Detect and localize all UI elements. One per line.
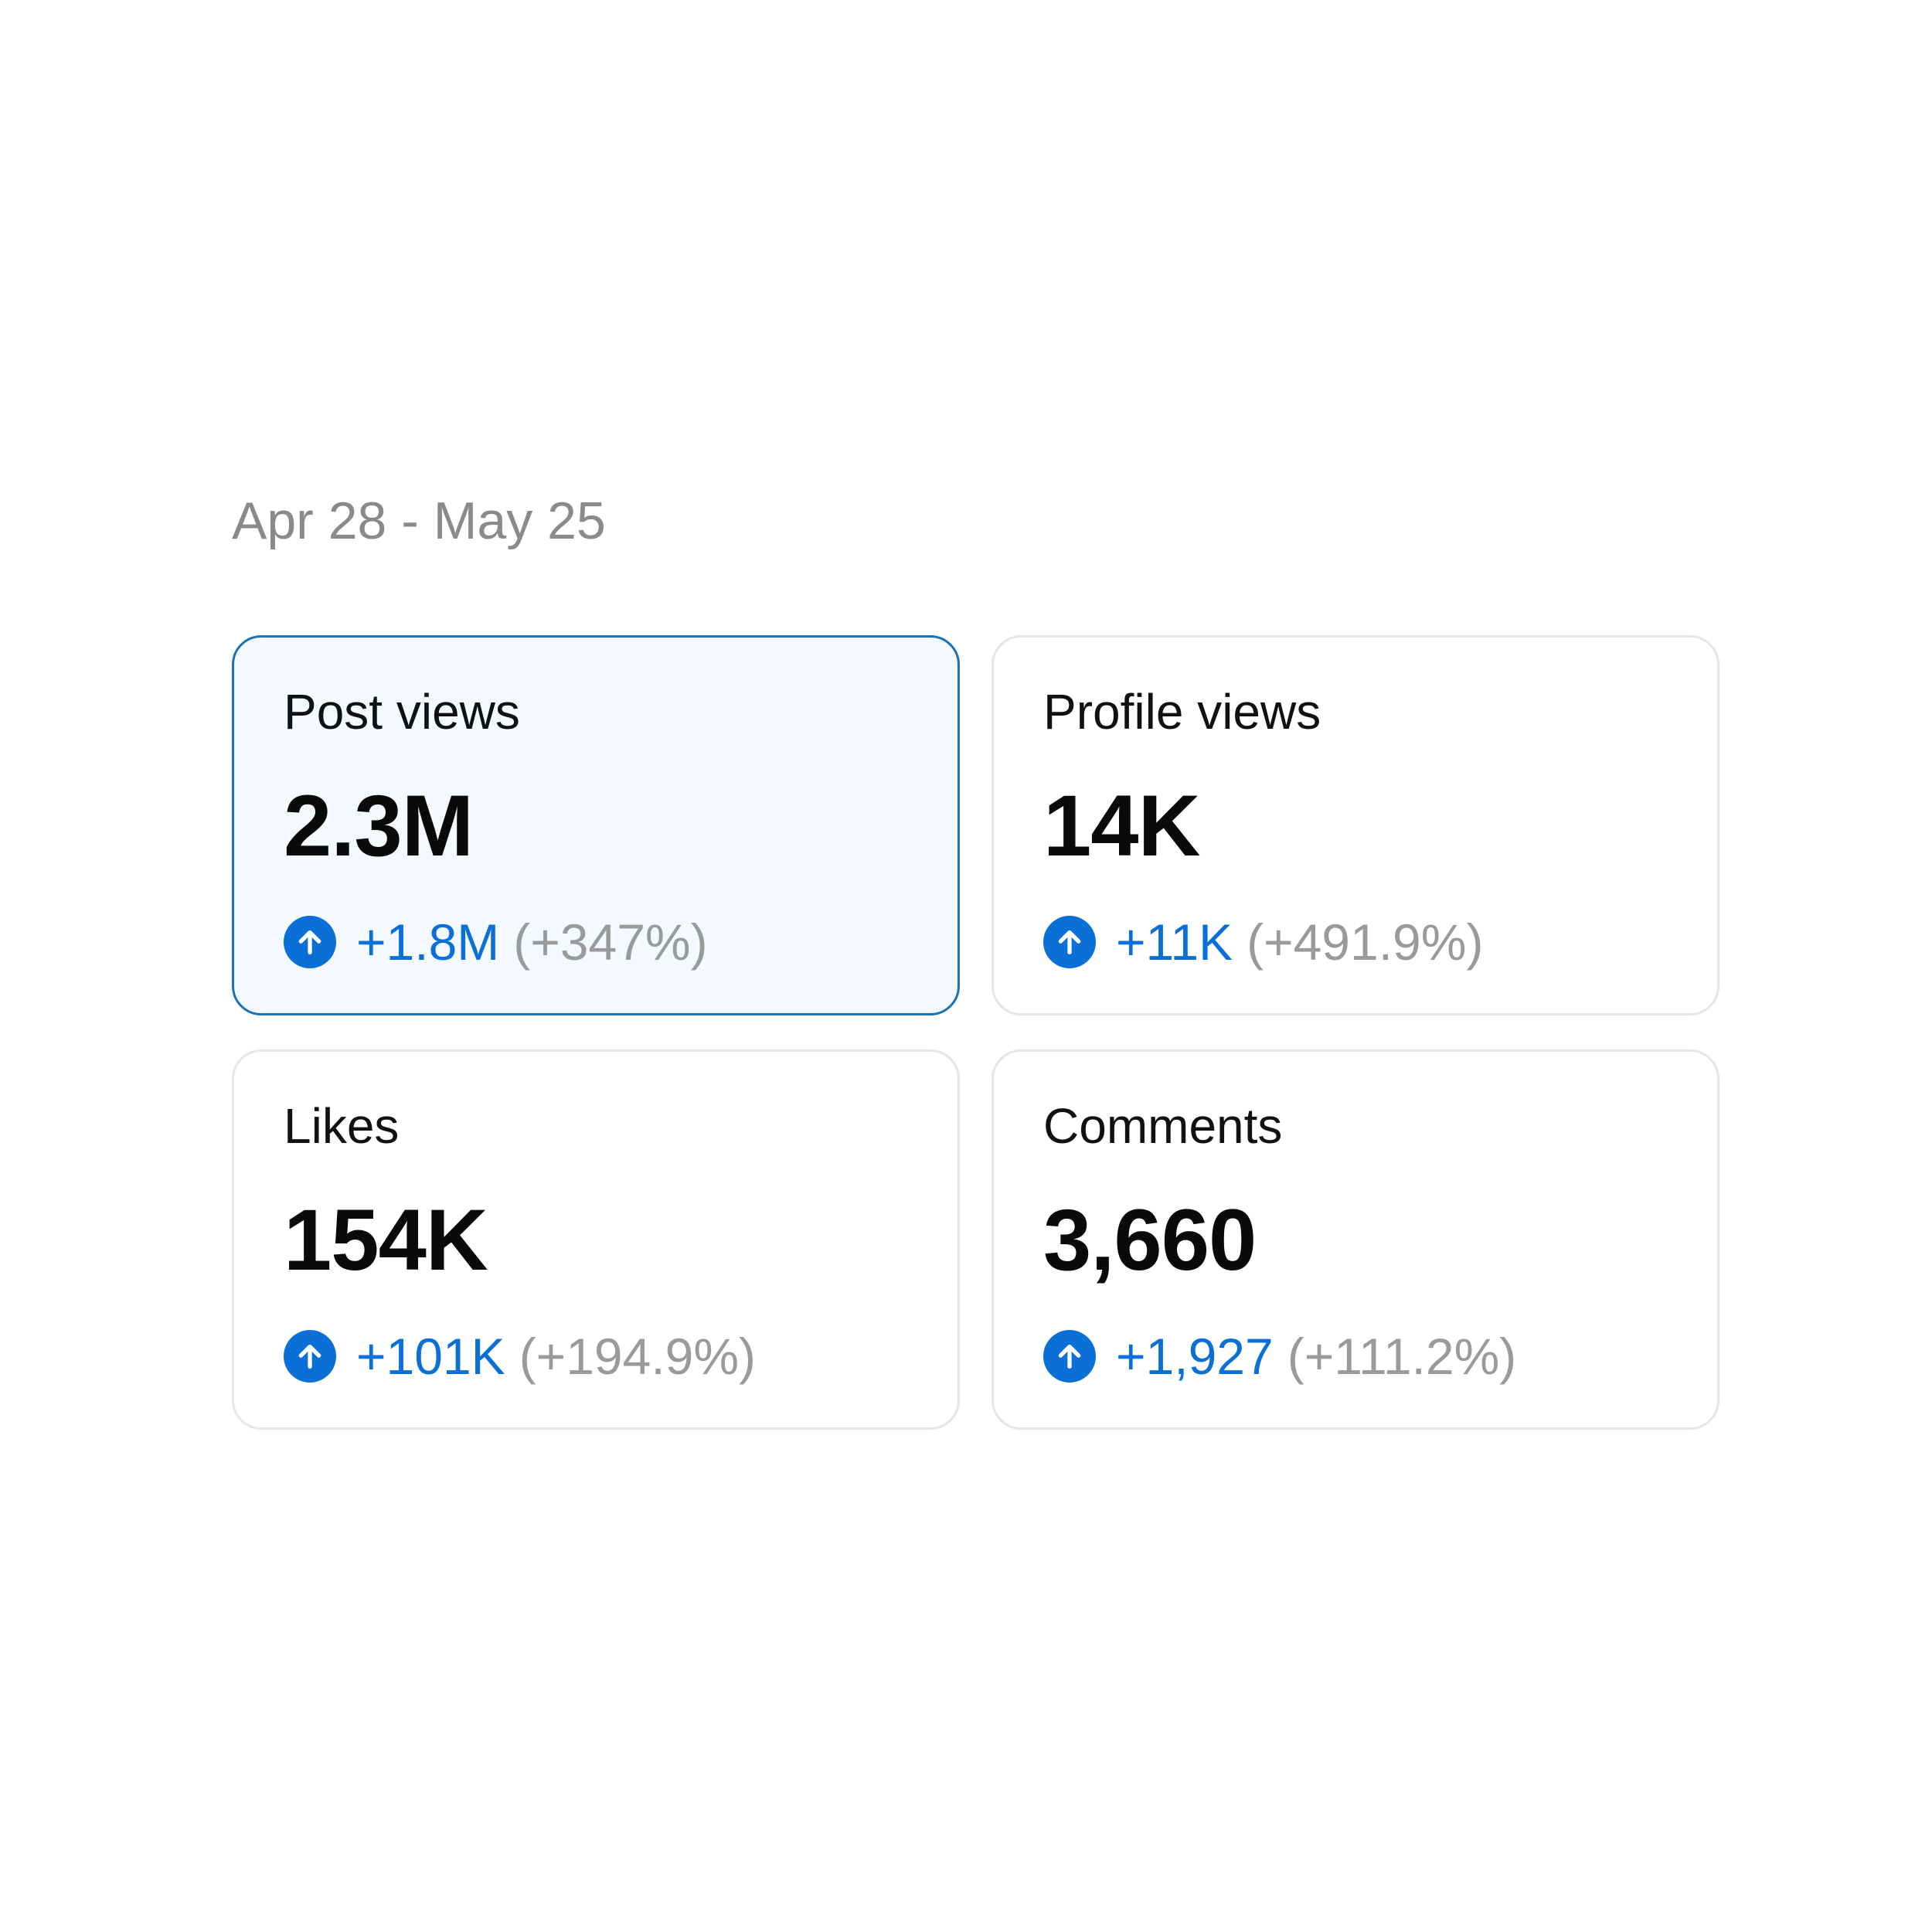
change-absolute: +1.8M [356,913,500,971]
change-percent: (+491.9%) [1247,913,1484,971]
card-value: 3,660 [1043,1192,1257,1288]
card-profile-views[interactable]: Profile views 14K +11K (+491.9%) [992,635,1719,1015]
card-title: Likes [284,1098,400,1154]
card-title: Profile views [1043,684,1321,740]
change-absolute: +101K [356,1328,505,1385]
card-value: 2.3M [284,777,474,874]
arrow-up-circle-icon [1043,916,1096,968]
card-value: 14K [1043,777,1200,874]
arrow-up-circle-icon [284,1330,336,1383]
card-comments[interactable]: Comments 3,660 +1,927 (+111.2%) [992,1049,1719,1430]
change-absolute: +1,927 [1116,1328,1274,1385]
card-title: Post views [284,684,520,740]
change-row: +101K (+194.9%) [284,1330,957,1383]
change-percent: (+111.2%) [1287,1328,1517,1385]
metrics-grid: Post views 2.3M +1.8M (+347%) Profile vi… [232,635,1719,1430]
card-value: 154K [284,1192,488,1288]
change-percent: (+194.9%) [519,1328,757,1385]
change-percent: (+347%) [513,913,708,971]
card-title: Comments [1043,1098,1283,1154]
card-likes[interactable]: Likes 154K +101K (+194.9%) [232,1049,960,1430]
change-row: +11K (+491.9%) [1043,916,1717,968]
change-absolute: +11K [1116,913,1233,971]
date-range: Apr 28 - May 25 [232,492,606,550]
change-row: +1.8M (+347%) [284,916,957,968]
arrow-up-circle-icon [284,916,336,968]
card-post-views[interactable]: Post views 2.3M +1.8M (+347%) [232,635,960,1015]
arrow-up-circle-icon [1043,1330,1096,1383]
change-row: +1,927 (+111.2%) [1043,1330,1717,1383]
